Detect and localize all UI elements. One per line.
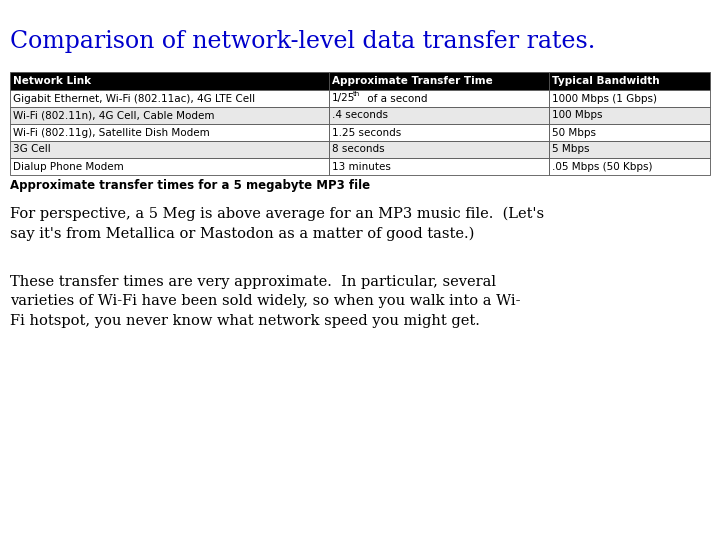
Bar xyxy=(328,124,549,141)
Bar xyxy=(10,90,328,107)
Text: 50 Mbps: 50 Mbps xyxy=(552,127,596,138)
Text: Comparison of network-level data transfer rates.: Comparison of network-level data transfe… xyxy=(10,30,595,53)
Bar xyxy=(549,72,710,90)
Bar xyxy=(10,124,328,141)
Text: These transfer times are very approximate.  In particular, several
varieties of : These transfer times are very approximat… xyxy=(10,275,521,328)
Text: of a second: of a second xyxy=(364,93,428,104)
Text: 1.25 seconds: 1.25 seconds xyxy=(331,127,401,138)
Text: 3G Cell: 3G Cell xyxy=(13,145,50,154)
Text: Typical Bandwidth: Typical Bandwidth xyxy=(552,76,660,86)
Bar xyxy=(10,107,328,124)
Bar xyxy=(328,158,549,175)
Bar xyxy=(328,141,549,158)
Bar xyxy=(10,72,328,90)
Text: Network Link: Network Link xyxy=(13,76,91,86)
Bar xyxy=(328,72,549,90)
Text: Gigabit Ethernet, Wi-Fi (802.11ac), 4G LTE Cell: Gigabit Ethernet, Wi-Fi (802.11ac), 4G L… xyxy=(13,93,255,104)
Text: .4 seconds: .4 seconds xyxy=(331,111,387,120)
Bar xyxy=(549,141,710,158)
Text: Approximate transfer times for a 5 megabyte MP3 file: Approximate transfer times for a 5 megab… xyxy=(10,179,370,192)
Text: .05 Mbps (50 Kbps): .05 Mbps (50 Kbps) xyxy=(552,161,652,172)
Text: Approximate Transfer Time: Approximate Transfer Time xyxy=(331,76,492,86)
Text: Wi-Fi (802.11n), 4G Cell, Cable Modem: Wi-Fi (802.11n), 4G Cell, Cable Modem xyxy=(13,111,215,120)
Bar xyxy=(549,90,710,107)
Text: Dialup Phone Modem: Dialup Phone Modem xyxy=(13,161,124,172)
Bar xyxy=(328,90,549,107)
Bar xyxy=(549,124,710,141)
Text: th: th xyxy=(353,91,360,98)
Text: 13 minutes: 13 minutes xyxy=(331,161,390,172)
Text: 1/25: 1/25 xyxy=(331,93,355,104)
Text: 1000 Mbps (1 Gbps): 1000 Mbps (1 Gbps) xyxy=(552,93,657,104)
Bar xyxy=(549,158,710,175)
Text: Wi-Fi (802.11g), Satellite Dish Modem: Wi-Fi (802.11g), Satellite Dish Modem xyxy=(13,127,210,138)
Bar xyxy=(328,107,549,124)
Text: 5 Mbps: 5 Mbps xyxy=(552,145,590,154)
Text: 8 seconds: 8 seconds xyxy=(331,145,384,154)
Bar xyxy=(10,158,328,175)
Bar xyxy=(549,107,710,124)
Text: 100 Mbps: 100 Mbps xyxy=(552,111,603,120)
Text: For perspective, a 5 Meg is above average for an MP3 music file.  (Let's
say it': For perspective, a 5 Meg is above averag… xyxy=(10,207,544,241)
Bar xyxy=(10,141,328,158)
